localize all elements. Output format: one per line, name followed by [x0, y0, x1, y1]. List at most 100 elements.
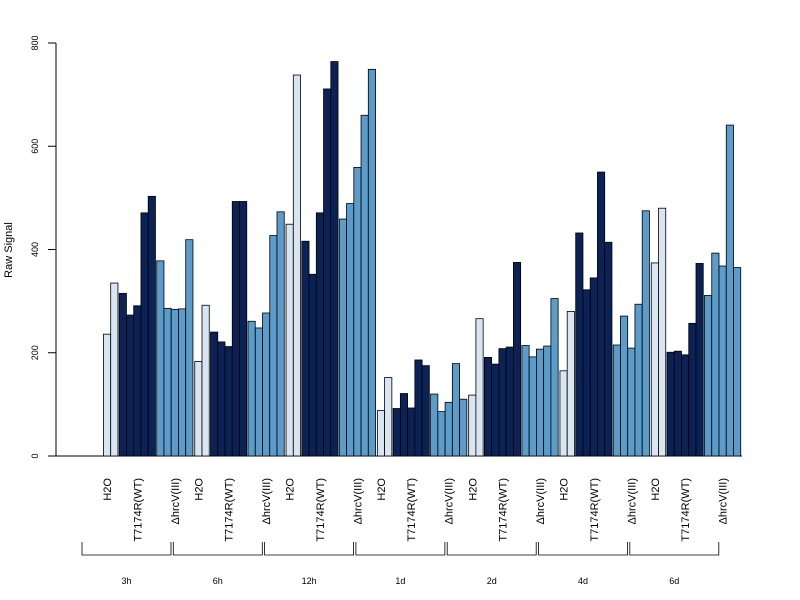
- bar: [330, 61, 339, 457]
- bar: [483, 356, 493, 457]
- group-label: 4d: [578, 576, 588, 586]
- bar: [437, 411, 446, 457]
- bar: [163, 307, 172, 457]
- bar: [444, 401, 453, 457]
- bar: [156, 260, 165, 457]
- bar: [550, 298, 559, 457]
- subgroup-label: H2O: [193, 478, 205, 501]
- group-label: 6h: [213, 576, 223, 586]
- bar: [575, 232, 584, 457]
- subgroup-label: T7174R(WT): [498, 478, 510, 542]
- bar: [688, 322, 697, 457]
- bar: [733, 267, 742, 457]
- bar: [620, 315, 629, 457]
- bar: [695, 263, 704, 457]
- subgroup-label: H2O: [467, 478, 479, 501]
- bar: [566, 311, 575, 457]
- bar: [718, 265, 727, 457]
- bar: [475, 318, 484, 457]
- bar: [346, 203, 355, 457]
- subgroup-label: ΔhrcV(III): [261, 478, 273, 524]
- bar: [360, 114, 369, 457]
- bar: [459, 398, 468, 457]
- bar: [103, 333, 112, 457]
- group-label: 3h: [121, 576, 131, 586]
- group-bracket: [446, 542, 537, 556]
- bar: [681, 354, 690, 457]
- bar: [543, 345, 552, 457]
- bar: [262, 312, 271, 457]
- bar: [505, 346, 514, 457]
- bar: [430, 393, 439, 457]
- bar: [582, 289, 591, 457]
- bar: [170, 308, 179, 457]
- bar: [641, 210, 650, 457]
- subgroup-label: H2O: [376, 478, 388, 501]
- bar: [185, 239, 194, 457]
- subgroup-label: ΔhrcV(III): [626, 478, 638, 524]
- bar: [384, 377, 393, 457]
- group-bracket: [264, 542, 354, 556]
- bar: [491, 363, 500, 457]
- bar: [604, 241, 613, 457]
- group-label: 2d: [487, 576, 497, 586]
- subgroup-label: ΔhrcV(III): [170, 478, 182, 524]
- group-bracket: [629, 542, 720, 556]
- subgroup-label: ΔhrcV(III): [444, 478, 456, 524]
- group-bracket: [355, 542, 446, 556]
- bar: [133, 305, 142, 457]
- bar: [269, 235, 278, 457]
- y-tick-labels: 0 200 400 600 800: [30, 35, 56, 459]
- bar: [178, 308, 187, 457]
- subgroup-label: T7174R(WT): [406, 478, 418, 542]
- bar: [247, 320, 256, 457]
- bar: [597, 171, 606, 457]
- bar: [276, 211, 285, 457]
- bar: [513, 262, 522, 457]
- bar: [239, 201, 248, 457]
- bar: [399, 393, 409, 457]
- bar: [421, 365, 430, 457]
- bar: [231, 201, 240, 457]
- subgroup-labels: H2O T7174R(WT) ΔhrcV(III) H2O T7174R(WT) Δhrc…: [102, 478, 730, 542]
- bar: [725, 124, 734, 457]
- group-label: 12h: [302, 576, 317, 586]
- subgroup-label: H2O: [650, 478, 662, 501]
- bar: [308, 273, 317, 457]
- bar: [521, 345, 530, 457]
- subgroup-label: H2O: [559, 478, 571, 501]
- bar: [254, 327, 263, 457]
- bar: [650, 262, 659, 457]
- bar: [367, 68, 376, 457]
- subgroup-label: T7174R(WT): [132, 478, 144, 542]
- bar: [468, 394, 477, 457]
- subgroup-label: ΔhrcV(III): [718, 478, 730, 524]
- subgroup-label: H2O: [102, 478, 114, 501]
- group-bracket: [538, 542, 628, 556]
- bar: [126, 314, 135, 457]
- group-brackets: 3h 6h 12h 1d 2d 4d 6d: [81, 542, 720, 586]
- y-tick-label: 200: [30, 345, 40, 360]
- bar: [627, 347, 636, 457]
- group-label: 6d: [669, 576, 679, 586]
- bar: [612, 344, 621, 457]
- subgroup-label: T7174R(WT): [680, 478, 692, 542]
- bar: [528, 356, 537, 457]
- bar: [323, 88, 332, 457]
- y-axis-label: Raw Signal: [3, 222, 15, 278]
- bar: [224, 346, 233, 457]
- bar: [392, 408, 401, 457]
- bar: [559, 370, 568, 457]
- group-label: 1d: [395, 576, 405, 586]
- bar: [292, 74, 301, 457]
- bar: [217, 341, 226, 457]
- bar: [673, 350, 682, 457]
- subgroup-label: T7174R(WT): [589, 478, 601, 542]
- bar: [338, 218, 347, 457]
- bar: [110, 282, 119, 457]
- bar: [201, 304, 210, 457]
- subgroup-label: ΔhrcV(III): [352, 478, 364, 524]
- bar: [451, 363, 461, 457]
- bar: [376, 410, 386, 457]
